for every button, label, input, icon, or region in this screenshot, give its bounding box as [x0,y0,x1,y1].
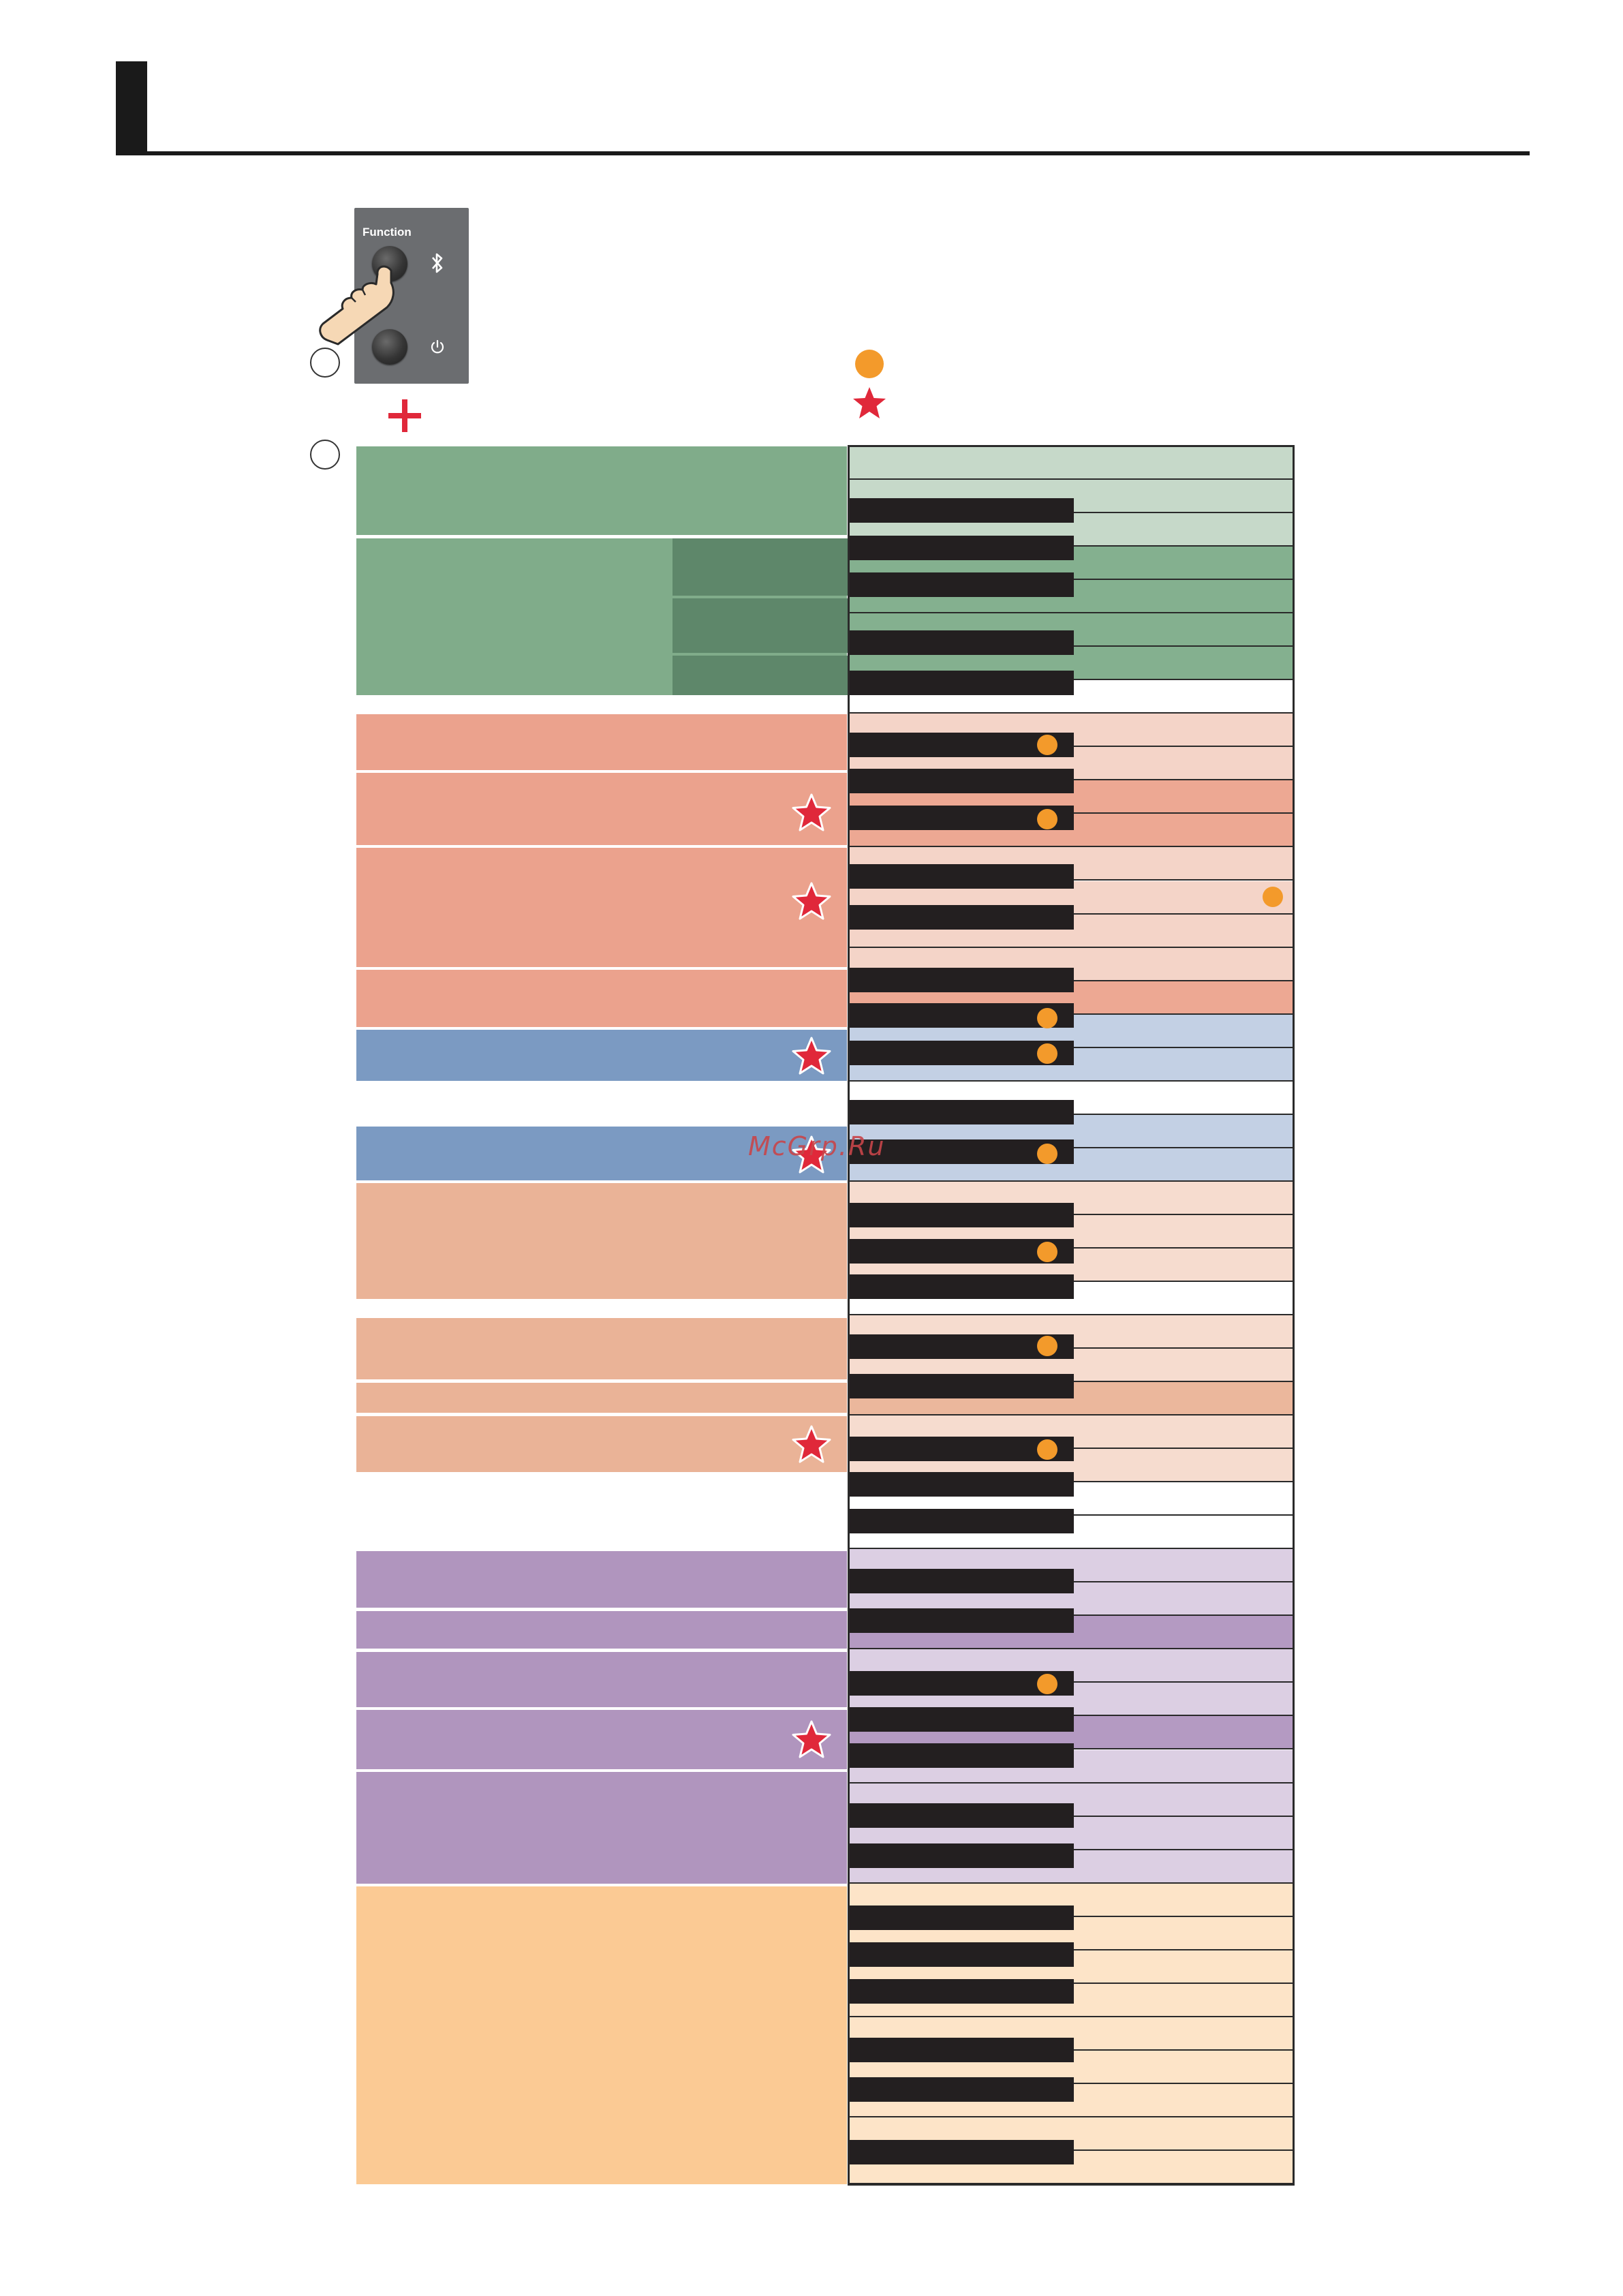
step-1-marker [310,348,340,378]
category-band [356,773,847,845]
star-icon [790,793,833,833]
black-key [849,1707,1074,1732]
black-key [849,1942,1074,1967]
section-title-block [116,61,147,155]
dot-icon [1037,1336,1057,1356]
black-key [849,1608,1074,1633]
black-key [849,864,1074,889]
dot-icon [1037,1043,1057,1064]
keyboard-frame [848,445,1295,2186]
star-icon [790,1036,833,1077]
dot-icon [1037,1439,1057,1460]
black-key [849,769,1074,793]
black-key [849,1003,1074,1028]
black-key [849,536,1074,560]
dot-icon [1037,1242,1057,1262]
function-label: Function [362,226,412,239]
white-key [848,446,1294,480]
category-subband [673,598,848,653]
category-band [356,848,847,967]
black-key [849,1334,1074,1359]
dot-icon [1037,735,1057,755]
legend-dot-icon [855,350,884,378]
black-key [849,1374,1074,1398]
black-key [849,671,1074,695]
black-key [849,1203,1074,1227]
black-key [849,630,1074,655]
black-key [849,2038,1074,2062]
black-key [849,1139,1074,1164]
black-key [849,1671,1074,1696]
category-band [356,1127,847,1180]
star-icon [790,1135,833,1176]
step-2-marker [310,440,340,470]
dot-icon [1037,1674,1057,1694]
black-key [849,1239,1074,1264]
section-title-rule [116,151,1530,155]
category-band [356,1611,847,1649]
black-key [849,1803,1074,1828]
black-key [849,733,1074,757]
category-band [356,1183,847,1299]
category-subband [673,656,848,695]
star-icon [790,1719,833,1760]
power-button[interactable] [372,329,407,365]
dot-icon [1037,1144,1057,1164]
black-key [849,806,1074,830]
star-icon [790,1424,833,1465]
category-band [356,1318,847,1379]
category-band [356,1030,847,1081]
dot-icon [1037,809,1057,829]
black-key [849,1100,1074,1124]
black-key [849,572,1074,597]
black-key [849,1041,1074,1065]
category-band [356,970,847,1027]
dot-icon [1037,1008,1057,1028]
black-key [849,1569,1074,1593]
power-icon [431,339,444,354]
black-key [849,498,1074,523]
watermark-text: McGrp.Ru [748,1131,886,1161]
category-band [356,1383,847,1413]
black-key [849,1843,1074,1868]
black-key [849,2140,1074,2164]
function-panel: Function [319,208,469,384]
category-band [356,1772,847,1884]
category-band [356,446,847,535]
category-subband [673,538,848,596]
black-key [849,1509,1074,1533]
black-key [849,1437,1074,1461]
black-key [849,1472,1074,1497]
legend-star-icon [853,387,886,418]
black-key [849,1274,1074,1299]
plus-icon [388,399,421,432]
star-icon [790,881,833,922]
category-band [356,1416,847,1472]
category-band [356,1710,847,1769]
black-key [849,1979,1074,2004]
black-key [849,1743,1074,1768]
bluetooth-icon [432,253,443,273]
category-band [356,714,847,770]
category-band [356,1652,847,1707]
black-key [849,968,1074,992]
black-key [849,905,1074,930]
dot-icon [1263,887,1283,907]
black-key [849,1905,1074,1930]
category-band [356,1886,847,2184]
black-key [849,2077,1074,2102]
pointing-hand-icon [319,265,395,346]
category-band [356,1551,847,1608]
